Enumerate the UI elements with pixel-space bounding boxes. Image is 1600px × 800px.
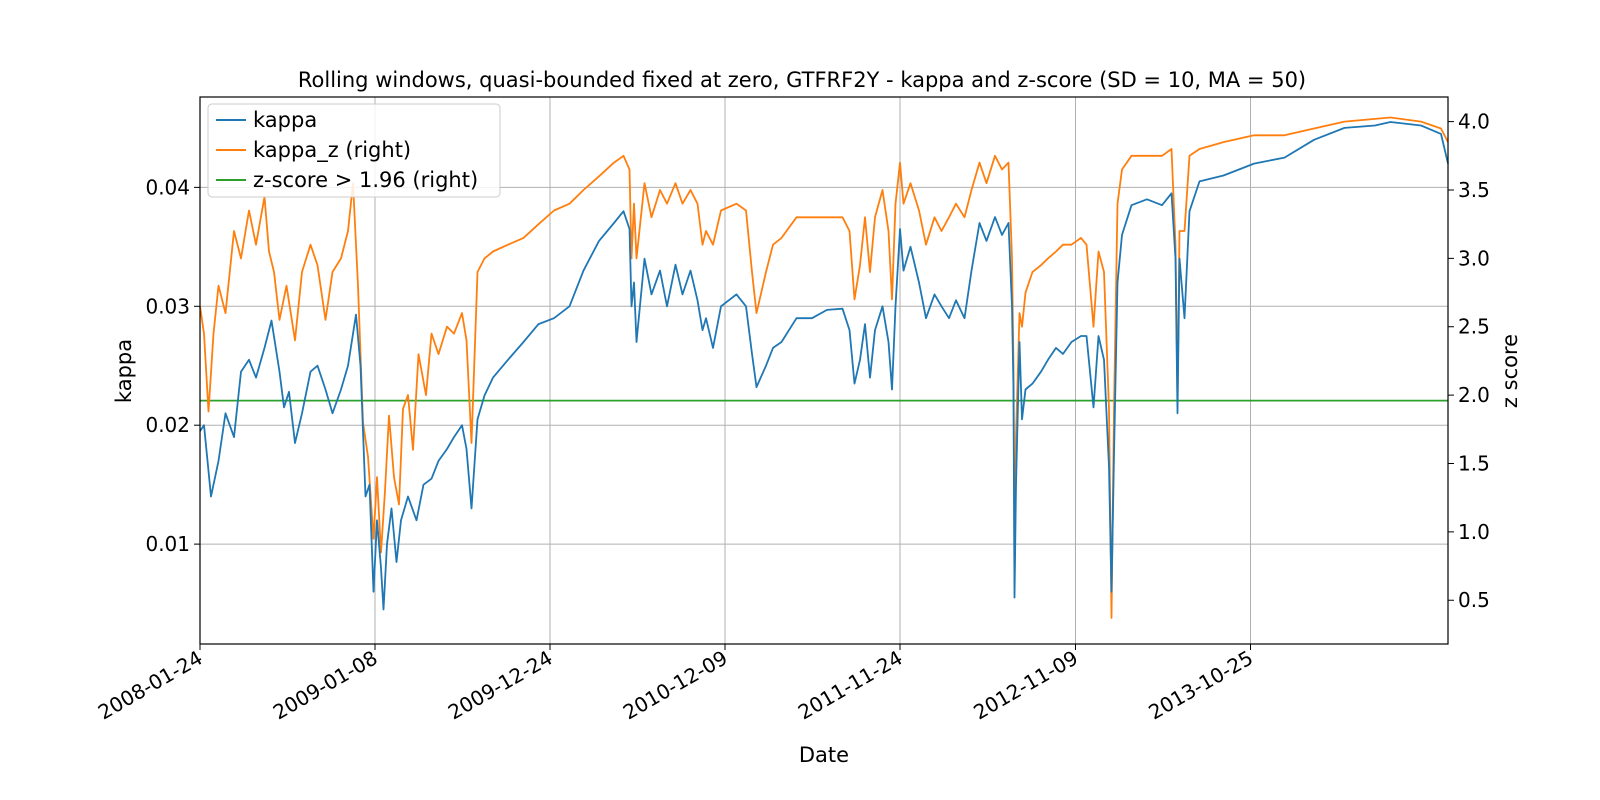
legend-label-kappa: kappa [253,108,317,132]
legend-box [207,103,501,198]
y-tick-label-right: 0.5 [1458,588,1490,612]
y-tick-label-right: 2.5 [1458,315,1490,339]
legend-label-kappa-z: kappa_z (right) [253,138,411,163]
y-tick-label-left: 0.04 [145,175,190,199]
y-tick-label-left: 0.01 [145,532,190,556]
x-axis-title: Date [799,743,849,767]
series-layer [199,116,1449,619]
legend: kappa kappa_z (right) z-score > 1.96 (ri… [207,103,501,198]
y-tick-label-left: 0.02 [145,413,190,437]
legend-label-threshold: z-score > 1.96 (right) [253,168,478,192]
y-tick-label-right: 3.5 [1458,178,1490,202]
y-tick-label-left: 0.03 [145,294,190,318]
series-line-kappa [199,121,1449,611]
y-tick-label-right: 2.0 [1458,383,1490,407]
chart-title: Rolling windows, quasi-bounded fixed at … [298,68,1306,92]
y-tick-label-right: 1.0 [1458,520,1490,544]
y-tick-label-right: 1.5 [1458,451,1490,475]
plot-area-frame [199,96,1449,645]
y-tick-label-right: 4.0 [1458,110,1490,134]
y-tick-label-right: 3.0 [1458,246,1490,270]
y-axis-title-left: kappa [112,339,136,403]
y-axis-title-right: z score [1498,334,1522,408]
series-line-kappa-z-right [199,116,1449,619]
